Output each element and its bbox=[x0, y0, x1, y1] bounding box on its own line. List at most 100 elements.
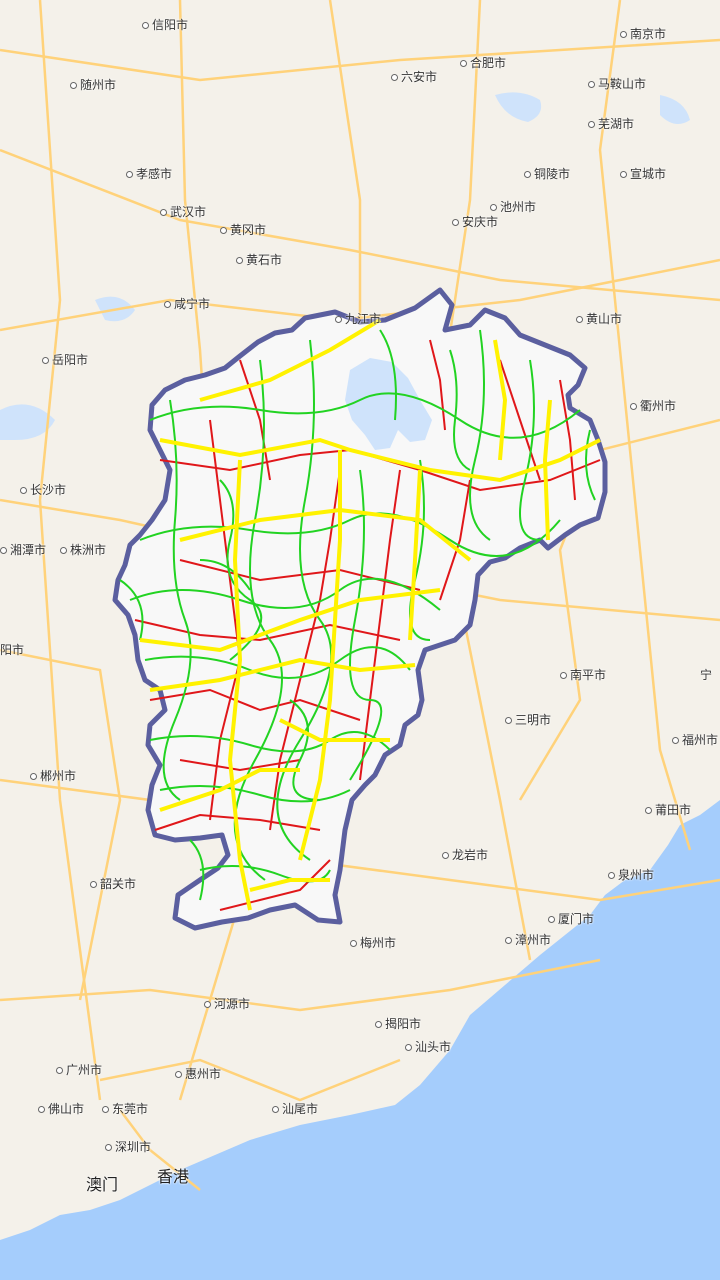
city-dot-icon bbox=[350, 940, 357, 947]
city-label-hongkong[interactable]: 香港 bbox=[157, 1167, 190, 1186]
city-dot-icon bbox=[490, 204, 497, 211]
city-dot-icon bbox=[0, 547, 7, 554]
road-layer-red bbox=[134, 339, 601, 911]
city-label[interactable]: 武汉市 bbox=[160, 205, 206, 219]
city-dot-icon bbox=[620, 171, 627, 178]
city-dot-icon bbox=[42, 357, 49, 364]
city-label[interactable]: 宁 bbox=[700, 668, 713, 682]
city-dot-icon bbox=[105, 1144, 112, 1151]
city-label[interactable]: 汕头市 bbox=[405, 1040, 451, 1054]
city-dot-icon bbox=[160, 209, 167, 216]
city-label[interactable]: 惠州市 bbox=[175, 1067, 221, 1081]
city-dot-icon bbox=[405, 1044, 412, 1051]
city-label[interactable]: 揭阳市 bbox=[375, 1017, 421, 1031]
city-dot-icon bbox=[672, 737, 679, 744]
city-dot-icon bbox=[70, 82, 77, 89]
city-label[interactable]: 龙岩市 bbox=[442, 848, 488, 862]
city-dot-icon bbox=[548, 916, 555, 923]
city-label[interactable]: 马鞍山市 bbox=[588, 77, 646, 91]
city-label[interactable]: 汕尾市 bbox=[272, 1102, 318, 1116]
city-label[interactable]: 东莞市 bbox=[102, 1102, 148, 1116]
city-dot-icon bbox=[452, 219, 459, 226]
city-label[interactable]: 河源市 bbox=[204, 997, 250, 1011]
city-label[interactable]: 随州市 bbox=[70, 78, 116, 92]
city-label-macau[interactable]: 澳门 bbox=[86, 1175, 119, 1194]
city-label[interactable]: 合肥市 bbox=[460, 56, 506, 70]
city-label[interactable]: 漳州市 bbox=[505, 933, 551, 947]
highway-network bbox=[0, 0, 720, 1191]
city-label[interactable]: 株洲市 bbox=[60, 543, 106, 557]
jiangxi-region bbox=[112, 287, 608, 931]
city-dot-icon bbox=[272, 1106, 279, 1113]
city-label[interactable]: 六安市 bbox=[391, 70, 437, 84]
city-label[interactable]: 安庆市 bbox=[452, 215, 498, 229]
city-label[interactable]: 黄冈市 bbox=[220, 223, 266, 237]
lake-taihu bbox=[495, 92, 542, 122]
city-dot-icon bbox=[588, 121, 595, 128]
city-label[interactable]: 梅州市 bbox=[350, 936, 396, 950]
city-dot-icon bbox=[236, 257, 243, 264]
sea-area bbox=[0, 800, 720, 1280]
city-label[interactable]: 广州市 bbox=[56, 1063, 102, 1077]
city-dot-icon bbox=[630, 403, 637, 410]
city-label[interactable]: 郴州市 bbox=[30, 769, 76, 783]
city-label[interactable]: 韶关市 bbox=[90, 877, 136, 891]
city-label[interactable]: 九江市 bbox=[335, 312, 381, 326]
city-label[interactable]: 湘潭市 bbox=[0, 543, 46, 557]
city-label[interactable]: 深圳市 bbox=[105, 1140, 151, 1154]
city-dot-icon bbox=[608, 872, 615, 879]
city-label[interactable]: 莆田市 bbox=[645, 803, 691, 817]
city-dot-icon bbox=[442, 852, 449, 859]
city-label[interactable]: 福州市 bbox=[672, 733, 718, 747]
city-label[interactable]: 阳市 bbox=[0, 643, 25, 657]
city-label[interactable]: 黄石市 bbox=[236, 253, 282, 267]
road-layer-green bbox=[119, 329, 596, 901]
lake-poyang bbox=[345, 358, 432, 450]
city-label[interactable]: 衢州市 bbox=[630, 399, 676, 413]
city-label[interactable]: 三明市 bbox=[505, 713, 551, 727]
city-dot-icon bbox=[30, 773, 37, 780]
city-dot-icon bbox=[560, 672, 567, 679]
city-dot-icon bbox=[576, 316, 583, 323]
city-dot-icon bbox=[505, 717, 512, 724]
city-dot-icon bbox=[90, 881, 97, 888]
city-dot-icon bbox=[126, 171, 133, 178]
lake-dongting bbox=[0, 404, 55, 440]
city-label[interactable]: 南京市 bbox=[620, 27, 666, 41]
city-label[interactable]: 孝感市 bbox=[126, 167, 172, 181]
city-dot-icon bbox=[645, 807, 652, 814]
city-label[interactable]: 宣城市 bbox=[620, 167, 666, 181]
city-dot-icon bbox=[142, 22, 149, 29]
city-label[interactable]: 芜湖市 bbox=[588, 117, 634, 131]
city-label[interactable]: 铜陵市 bbox=[524, 167, 570, 181]
city-label[interactable]: 南平市 bbox=[560, 668, 606, 682]
city-label[interactable]: 长沙市 bbox=[20, 483, 66, 497]
city-dot-icon bbox=[20, 487, 27, 494]
city-dot-icon bbox=[524, 171, 531, 178]
city-label[interactable]: 池州市 bbox=[490, 200, 536, 214]
lake-taihu-east bbox=[660, 95, 690, 124]
city-dot-icon bbox=[60, 547, 67, 554]
city-dot-icon bbox=[164, 301, 171, 308]
city-dot-icon bbox=[620, 31, 627, 38]
city-dot-icon bbox=[102, 1106, 109, 1113]
city-dot-icon bbox=[375, 1021, 382, 1028]
city-dot-icon bbox=[391, 74, 398, 81]
city-label[interactable]: 黄山市 bbox=[576, 312, 622, 326]
city-dot-icon bbox=[460, 60, 467, 67]
city-dot-icon bbox=[56, 1067, 63, 1074]
city-dot-icon bbox=[204, 1001, 211, 1008]
city-dot-icon bbox=[335, 316, 342, 323]
city-dot-icon bbox=[505, 937, 512, 944]
city-label[interactable]: 佛山市 bbox=[38, 1102, 84, 1116]
city-label[interactable]: 厦门市 bbox=[548, 912, 594, 926]
city-label[interactable]: 咸宁市 bbox=[164, 297, 210, 311]
city-dot-icon bbox=[38, 1106, 45, 1113]
city-label[interactable]: 岳阳市 bbox=[42, 353, 88, 367]
city-label[interactable]: 泉州市 bbox=[608, 868, 654, 882]
city-dot-icon bbox=[220, 227, 227, 234]
road-layer-yellow bbox=[139, 318, 601, 911]
city-label[interactable]: 信阳市 bbox=[142, 18, 188, 32]
